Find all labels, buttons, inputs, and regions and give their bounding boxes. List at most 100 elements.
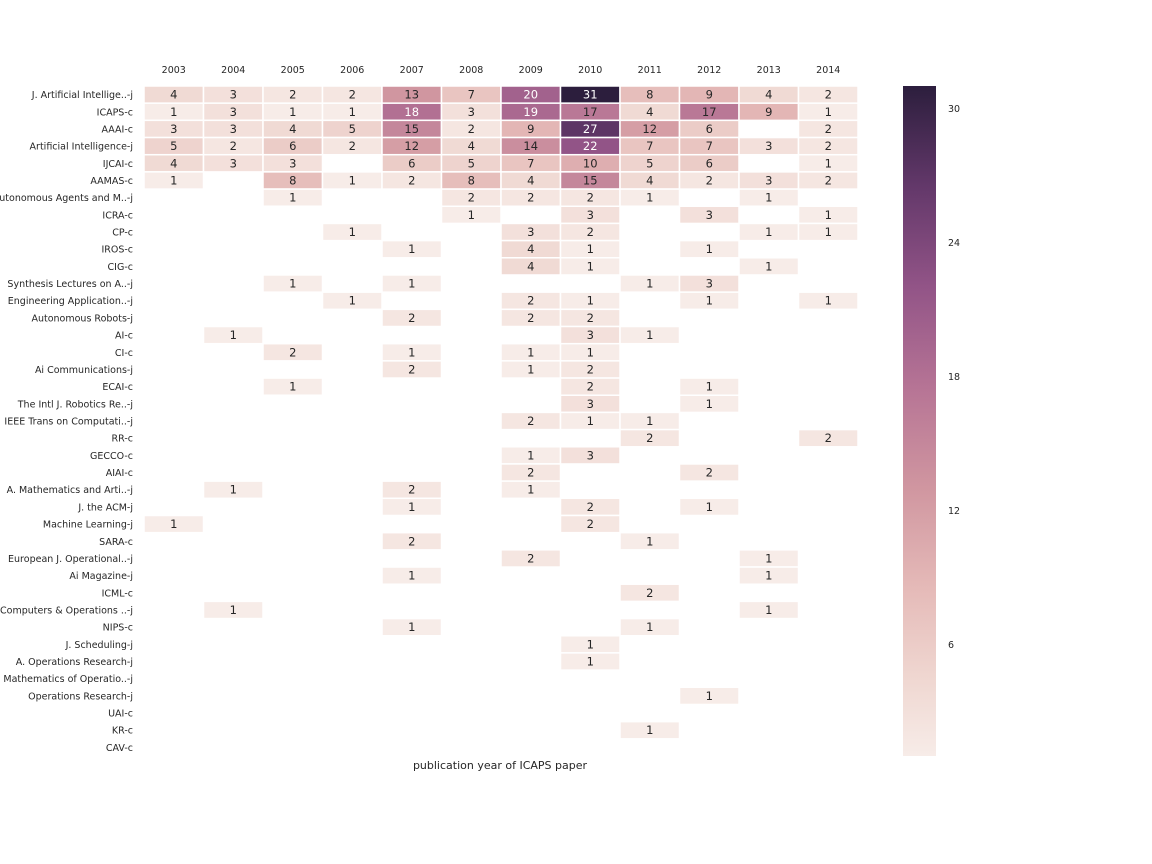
heatmap-cell: [381, 308, 443, 328]
cell-value-label: 8: [289, 173, 296, 187]
heatmap-cell: [678, 291, 740, 311]
heatmap-cell: [202, 600, 264, 620]
y-tick-label: Mathematics of Operatio..-j: [3, 674, 133, 685]
heatmap-cell: [619, 617, 681, 637]
y-tick-label: European J. Operational..-j: [8, 554, 133, 565]
cell-value-label: 7: [468, 88, 475, 102]
cell-value-label: 2: [349, 139, 356, 153]
cell-value-label: 1: [765, 551, 772, 565]
y-tick-label: ICAPS-c: [97, 107, 133, 118]
y-tick-label: Computers & Operations ..-j: [0, 605, 133, 616]
heatmap-cell: [678, 686, 740, 706]
cell-value-label: 1: [587, 414, 594, 428]
cell-value-label: 3: [230, 105, 237, 119]
cell-value-label: 1: [527, 345, 534, 359]
cell-value-label: 1: [349, 294, 356, 308]
cell-value-label: 2: [825, 122, 832, 136]
cell-value-label: 2: [825, 88, 832, 102]
colorbar-tick-label: 24: [948, 238, 960, 249]
heatmap-cell: [202, 325, 264, 345]
y-tick-label: AIAI-c: [106, 468, 133, 479]
y-tick-label: NIPS-c: [103, 623, 133, 634]
cell-value-label: 2: [587, 191, 594, 205]
cell-value-label: 2: [587, 500, 594, 514]
heatmap-cell: [797, 171, 859, 190]
cell-value-label: 1: [587, 294, 594, 308]
heatmap-cell: [619, 188, 681, 208]
cell-value-label: 3: [170, 122, 177, 136]
cell-value-label: 2: [587, 517, 594, 531]
y-tick-label: Operations Research-j: [28, 691, 133, 702]
x-axis-title: publication year of ICAPS paper: [413, 759, 588, 772]
cell-value-label: 4: [170, 156, 177, 170]
cell-value-label: 2: [527, 414, 534, 428]
y-tick-label: AI-c: [115, 331, 133, 342]
x-tick-label: 2003: [162, 65, 186, 76]
cell-value-label: 4: [646, 105, 653, 119]
cell-value-label: 9: [527, 122, 534, 136]
heatmap-cell: [678, 239, 740, 259]
cell-value-label: 5: [170, 139, 177, 153]
cell-value-label: 19: [523, 105, 538, 119]
cell-value-label: 1: [646, 191, 653, 205]
cell-value-label: 4: [765, 88, 772, 102]
heatmap-cell: [381, 531, 443, 551]
y-tick-label: CAV-c: [106, 743, 133, 754]
cell-value-label: 4: [170, 88, 177, 102]
cell-value-label: 2: [825, 431, 832, 445]
heatmap-cell: [143, 514, 205, 534]
colorbar-tick-label: 12: [948, 506, 960, 517]
heatmap-cells: 4 3 2 2 13 7 20 31 8 9 4 21 3 1 1 18 3 19 17 4 17 9 13 3 4 5 15 2 9 2…: [143, 85, 859, 740]
y-tick-label: CI-c: [115, 348, 133, 359]
y-tick-label: Autonomous Agents and M..-j: [0, 193, 133, 204]
cell-value-label: 2: [408, 173, 415, 187]
y-tick-label: J. the ACM-j: [77, 502, 133, 513]
cell-value-label: 1: [468, 208, 475, 222]
y-tick-label: AAMAS-c: [90, 176, 133, 187]
cell-value-label: 1: [408, 500, 415, 514]
heatmap-cell: [321, 222, 383, 242]
y-tick-label: J. Scheduling-j: [65, 640, 133, 651]
cell-value-label: 2: [587, 380, 594, 394]
cell-value-label: 3: [706, 208, 713, 222]
heatmap-cell: [262, 188, 324, 208]
heatmap-cell: [559, 514, 621, 534]
cell-value-label: 4: [527, 173, 534, 187]
cell-value-label: 1: [706, 500, 713, 514]
heatmap-cell: [797, 222, 859, 242]
cell-value-label: 2: [468, 191, 475, 205]
cell-value-label: 6: [706, 156, 713, 170]
cell-value-label: 1: [408, 345, 415, 359]
x-tick-label: 2014: [816, 65, 840, 76]
heatmap-cell: [559, 446, 621, 465]
cell-value-label: 3: [230, 156, 237, 170]
cell-value-label: 2: [587, 362, 594, 376]
heatmap-cell: [321, 291, 383, 311]
heatmap-cell: [678, 497, 740, 517]
cell-value-label: 18: [404, 105, 419, 119]
y-tick-label: KR-c: [112, 726, 133, 737]
cell-value-label: 1: [527, 483, 534, 497]
y-tick-label: AAAI-c: [102, 124, 133, 135]
heatmap-cell: [619, 325, 681, 345]
cell-value-label: 1: [646, 277, 653, 291]
cell-value-label: 4: [646, 173, 653, 187]
cell-value-label: 7: [706, 139, 713, 153]
cell-value-label: 1: [765, 603, 772, 617]
heatmap-cell: [738, 257, 800, 276]
heatmap-cell: [678, 205, 740, 225]
cell-value-label: 2: [468, 122, 475, 136]
cell-value-label: 5: [349, 122, 356, 136]
y-tick-label: Machine Learning-j: [43, 520, 133, 531]
cell-value-label: 6: [289, 139, 296, 153]
cell-value-label: 3: [765, 139, 772, 153]
cell-value-label: 1: [646, 620, 653, 634]
cell-value-label: 1: [289, 277, 296, 291]
cell-value-label: 1: [170, 517, 177, 531]
cell-value-label: 3: [765, 173, 772, 187]
y-tick-label: Engineering Application..-j: [8, 296, 133, 307]
cell-value-label: 1: [527, 362, 534, 376]
heatmap-cell: [262, 274, 324, 293]
cell-value-label: 2: [825, 139, 832, 153]
x-tick-label: 2005: [281, 65, 305, 76]
